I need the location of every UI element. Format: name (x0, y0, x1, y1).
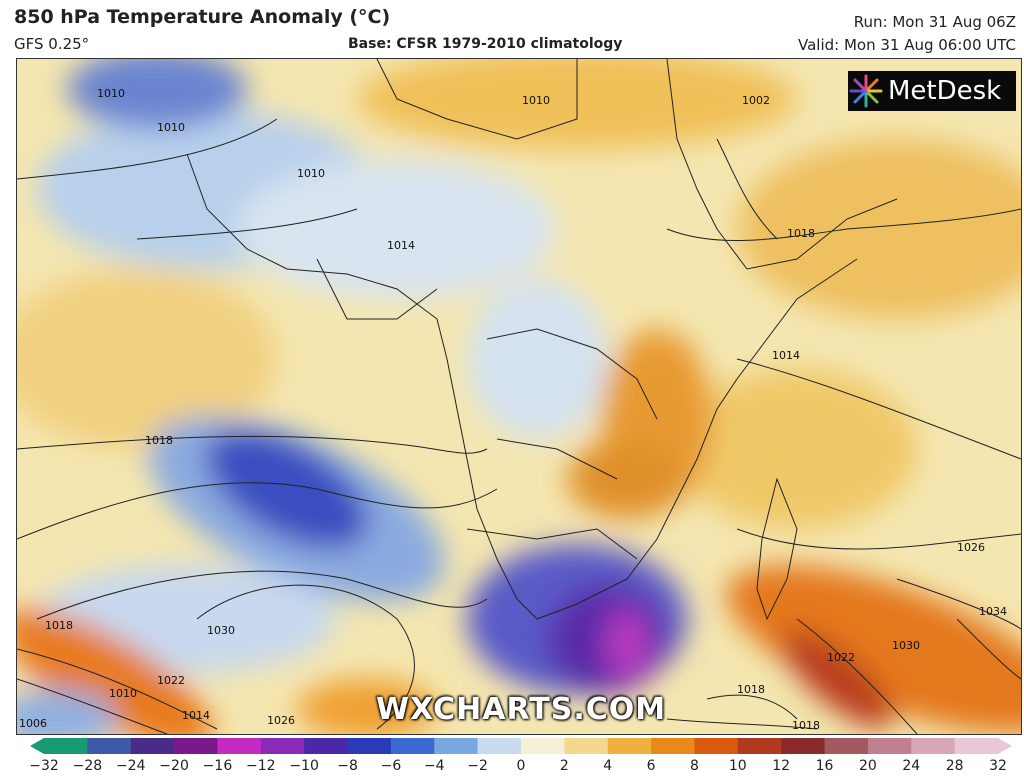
colorbar-tick-label: −4 (423, 758, 445, 774)
colorbar-segment (434, 738, 479, 754)
colorbar-right-arrow (998, 738, 1012, 754)
colorbar-segment (867, 738, 912, 754)
colorbar-segment (521, 738, 565, 754)
colorbar-segment (217, 738, 262, 754)
isobar-label: 1018 (737, 683, 765, 696)
colorbar-tick-label: −8 (337, 758, 358, 774)
colorbar-tick-label: 20 (858, 758, 877, 774)
colorbar-tick-label: 8 (689, 758, 699, 774)
colorbar-segments (44, 738, 999, 754)
anomaly-map[interactable]: 1010 1010 1010 1002 1010 1014 1014 1018 … (16, 58, 1022, 735)
metdesk-logo: MetDesk (848, 71, 1016, 111)
metdesk-logo-text: MetDesk (888, 76, 1002, 106)
isobar-label: 1018 (145, 434, 173, 447)
isobar-label: 1010 (297, 167, 325, 180)
colorbar-tick-label: 28 (945, 758, 964, 774)
isobar-label: 1022 (827, 651, 855, 664)
metdesk-burst-icon (849, 74, 883, 108)
isobar-label: 1014 (387, 239, 415, 252)
isobar-label: 1018 (792, 719, 820, 732)
colorbar-segment (44, 738, 88, 754)
colorbar-segment (87, 738, 132, 754)
isobar-label-group: 1010 1010 1010 1002 1010 1014 1014 1018 … (19, 87, 1007, 732)
colorbar-tick-label: −32 (29, 758, 59, 774)
isobar-label: 1006 (19, 717, 47, 730)
coastlines (186, 59, 898, 621)
colorbar-segment (347, 738, 392, 754)
colorbar-tick-label: −20 (159, 758, 189, 774)
isobar-label: 1010 (97, 87, 125, 100)
isobars (17, 118, 1021, 734)
colorbar-segment (737, 738, 782, 754)
isobar-label: 1018 (787, 227, 815, 240)
colorbar-tick-labels: −32 −28 −24 −20 −16 −12 −10 −8 −6 −4 −2 0 2 4 6 8 10 12 16… (0, 758, 1024, 778)
colorbar-segment (390, 738, 435, 754)
colorbar-tick-label: −24 (115, 758, 146, 774)
anomaly-shading (17, 59, 1021, 734)
run-time-label: Run: Mon 31 Aug 06Z (853, 13, 1016, 31)
colorbar-tick-label: 4 (603, 758, 613, 774)
isobar-label: 1010 (157, 121, 185, 134)
colorbar-tick-label: 6 (646, 758, 656, 774)
colorbar-segment (824, 738, 869, 754)
colorbar-tick-label: 0 (516, 758, 526, 774)
colorbar-segment (607, 738, 652, 754)
isobar-label: 1026 (957, 541, 985, 554)
wxcharts-watermark: WXCHARTS.COM (376, 692, 667, 727)
map-canvas: 1010 1010 1010 1002 1010 1014 1014 1018 … (17, 59, 1021, 734)
isobar-label: 1026 (267, 714, 295, 727)
colorbar-tick-label: −10 (289, 758, 319, 774)
colorbar-segment (954, 738, 999, 754)
isobar-label: 1022 (157, 674, 185, 687)
chart-title: 850 hPa Temperature Anomaly (°C) (14, 6, 391, 28)
colorbar-segment (174, 738, 218, 754)
colorbar-segment (781, 738, 826, 754)
valid-time-label: Valid: Mon 31 Aug 06:00 UTC (797, 36, 1016, 54)
colorbar-tick-label: 16 (815, 758, 834, 774)
colorbar (30, 738, 1012, 754)
colorbar-tick-label: −28 (72, 758, 103, 774)
isobar-label: 1030 (892, 639, 920, 652)
colorbar-segment (911, 738, 956, 754)
colorbar-segment (694, 738, 739, 754)
colorbar-segment (260, 738, 305, 754)
colorbar-tick-label: 32 (989, 758, 1007, 774)
colorbar-tick-label: −12 (246, 758, 276, 774)
isobar-label: 1030 (207, 624, 235, 637)
isobar-label: 1002 (742, 94, 770, 107)
isobar-label: 1018 (45, 619, 73, 632)
colorbar-segment (477, 738, 522, 754)
isobar-label: 1010 (522, 94, 550, 107)
colorbar-tick-label: 12 (772, 758, 791, 774)
base-climatology-label: Base: CFSR 1979-2010 climatology (348, 36, 623, 52)
isobar-label: 1034 (979, 605, 1007, 618)
colorbar-tick-label: 24 (902, 758, 921, 774)
colorbar-tick-label: −6 (380, 758, 402, 774)
colorbar-tick-label: −2 (467, 758, 488, 774)
colorbar-segment (564, 738, 609, 754)
colorbar-tick-label: 2 (559, 758, 569, 774)
model-label: GFS 0.25° (14, 35, 90, 53)
colorbar-tick-label: 10 (728, 758, 747, 774)
colorbar-segment (304, 738, 349, 754)
colorbar-left-arrow (30, 738, 44, 754)
isobar-label: 1010 (109, 687, 137, 700)
isobar-label: 1014 (182, 709, 210, 722)
colorbar-segment (130, 738, 175, 754)
colorbar-tick-label: −16 (202, 758, 233, 774)
isobar-label: 1014 (772, 349, 800, 362)
colorbar-segment (651, 738, 695, 754)
